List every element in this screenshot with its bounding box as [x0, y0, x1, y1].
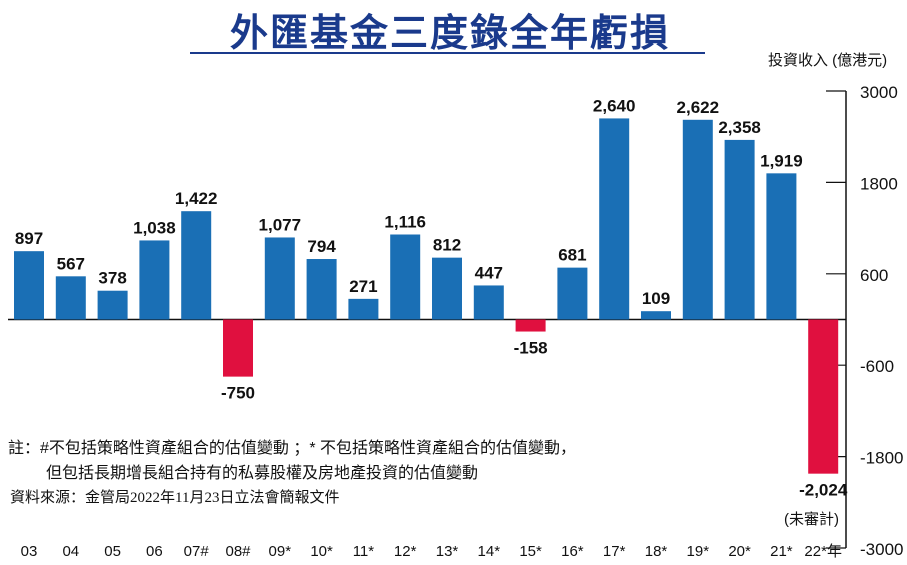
bar-09*	[264, 237, 295, 320]
data-label: 2,640	[593, 96, 636, 115]
data-label: 447	[475, 263, 503, 282]
title-underline	[190, 52, 705, 54]
bar-16*	[557, 267, 588, 320]
data-label: 681	[558, 246, 586, 265]
bar-12*	[390, 234, 421, 320]
data-label: 378	[98, 269, 126, 288]
x-tick-label: 16*	[561, 543, 584, 560]
data-label: -2,024	[799, 481, 848, 500]
y-tick-label: -3000	[860, 540, 903, 559]
note-line-1: 註：#不包括策略性資產組合的估值變動 ；* 不包括策略性資產組合的估值變動，	[8, 440, 577, 457]
y-tick-label: 1800	[860, 174, 898, 193]
unaudited-annotation: (未審計)	[784, 511, 839, 528]
bar-05	[97, 290, 128, 320]
y-tick-label: -600	[860, 357, 894, 376]
data-label: 1,422	[175, 189, 218, 208]
data-label: 1,919	[760, 151, 803, 170]
data-label: 271	[349, 277, 377, 296]
y-tick-label: -1800	[860, 449, 903, 468]
data-label: 2,622	[677, 98, 720, 117]
bar-11*	[348, 298, 379, 320]
note-line-2: 但包括長期增長組合持有的私募股權及房地產投資的估值變動	[46, 465, 479, 482]
x-tick-label: 10*	[310, 543, 333, 560]
bar-07#	[181, 211, 212, 320]
bar-19*	[682, 119, 713, 320]
bar-03	[14, 251, 44, 320]
x-tick-label: 08#	[225, 543, 251, 560]
bar-10*	[306, 259, 337, 320]
x-tick-label: 22*年	[804, 543, 842, 560]
source-note: 資料來源：金管局2022年11月23日立法會簡報文件	[10, 490, 340, 506]
bar-17*	[599, 118, 630, 320]
x-tick-label: 07#	[184, 543, 210, 560]
data-label: 794	[307, 237, 336, 256]
bar-14*	[473, 285, 504, 320]
x-tick-label: 06	[146, 543, 163, 560]
x-tick-label: 12*	[394, 543, 417, 560]
x-tick-label: 17*	[603, 543, 626, 560]
x-tick-label: 18*	[645, 543, 668, 560]
x-tick-label: 11*	[353, 543, 375, 560]
x-tick-label: 05	[104, 543, 121, 560]
bar-15*	[515, 319, 546, 332]
data-label: 897	[15, 229, 43, 248]
data-label: 109	[642, 289, 670, 308]
bar-20*	[724, 139, 755, 320]
data-label: 567	[57, 254, 85, 273]
x-tick-label: 15*	[519, 543, 542, 560]
bar-22*年	[808, 319, 839, 474]
x-tick-label: 21*	[770, 543, 793, 560]
x-tick-label: 19*	[687, 543, 710, 560]
x-tick-label: 13*	[436, 543, 459, 560]
data-label: 1,077	[259, 215, 302, 234]
x-tick-label: 03	[21, 543, 38, 560]
bar-08#	[223, 319, 253, 377]
data-label: 2,358	[718, 118, 761, 137]
bar-04	[55, 276, 86, 320]
x-tick-label: 14*	[478, 543, 501, 560]
x-tick-label: 20*	[728, 543, 751, 560]
y-tick-label: 3000	[860, 83, 898, 102]
chart-title: 外匯基金三度錄全年虧損	[229, 13, 670, 55]
bar-21*	[766, 173, 797, 320]
y-axis-label: 投資收入 (億港元)	[768, 52, 888, 69]
bar-18*	[641, 311, 671, 320]
data-label: -158	[514, 339, 548, 358]
x-tick-label: 04	[62, 543, 79, 560]
bar-06	[139, 240, 170, 320]
data-label: 812	[433, 236, 461, 255]
y-tick-label: 600	[860, 266, 888, 285]
x-tick-label: 09*	[269, 543, 292, 560]
data-label: 1,038	[133, 218, 176, 237]
bar-13*	[432, 257, 462, 320]
data-label: 1,116	[384, 212, 426, 231]
data-label: -750	[221, 384, 255, 403]
